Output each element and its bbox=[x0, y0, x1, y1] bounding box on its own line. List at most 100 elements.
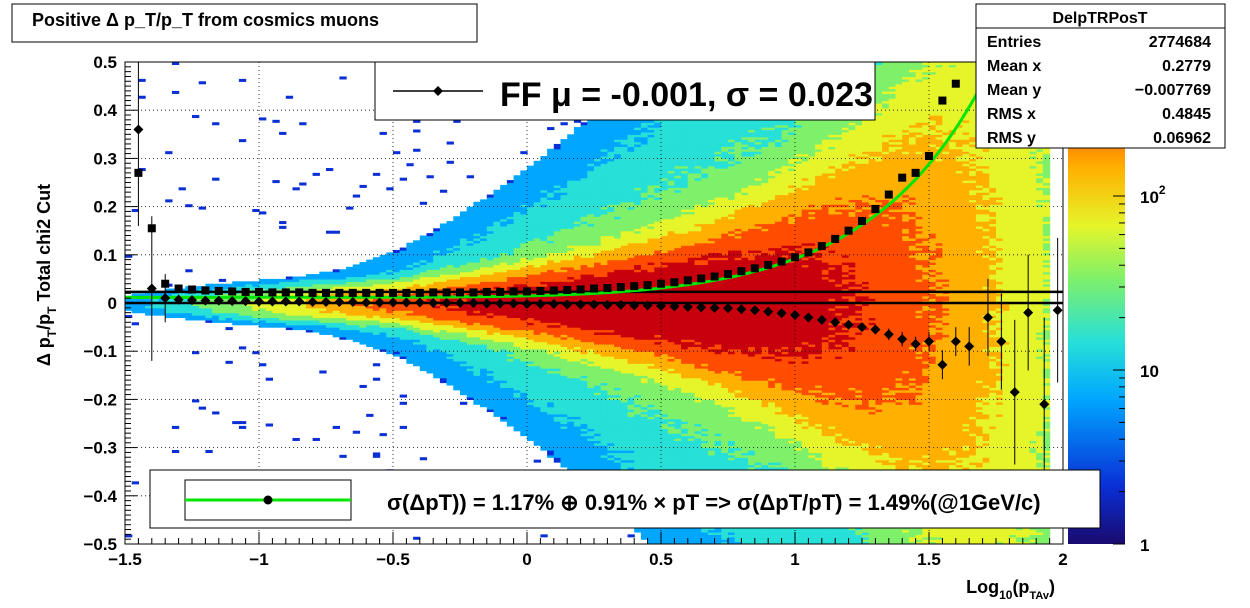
heatmap-cell bbox=[305, 286, 314, 290]
heatmap-cell bbox=[125, 307, 133, 311]
heatmap-cell bbox=[533, 382, 541, 386]
heatmap-cell bbox=[540, 216, 548, 220]
heatmap-cell bbox=[339, 327, 347, 331]
heatmap-cell bbox=[151, 303, 160, 307]
heatmap-cell bbox=[506, 262, 515, 266]
heatmap-cell bbox=[473, 384, 481, 388]
heatmap-cell bbox=[500, 274, 508, 278]
heatmap-cell bbox=[326, 298, 334, 302]
heatmap-cell bbox=[506, 276, 515, 280]
heatmap-cell bbox=[319, 278, 327, 282]
heatmap-cell bbox=[379, 327, 387, 331]
heatmap-cell bbox=[332, 329, 340, 333]
heatmap-cell bbox=[540, 209, 548, 213]
heatmap-cell bbox=[520, 187, 528, 191]
heatmap-cell bbox=[372, 303, 381, 307]
heatmap-cell bbox=[265, 307, 273, 311]
heatmap-cell bbox=[339, 305, 347, 309]
heatmap-cell bbox=[225, 315, 233, 319]
heatmap-cell bbox=[493, 283, 501, 287]
heatmap-cell bbox=[359, 184, 367, 188]
heatmap-cell bbox=[533, 237, 541, 241]
heatmap-cell bbox=[513, 360, 521, 364]
heatmap-cell bbox=[460, 305, 468, 309]
heatmap-cell bbox=[506, 360, 515, 364]
heatmap-cell bbox=[352, 194, 361, 198]
heatmap-cell bbox=[527, 360, 535, 364]
heatmap-cell bbox=[379, 346, 387, 350]
heatmap-cell bbox=[493, 377, 501, 381]
heatmap-cell bbox=[520, 382, 528, 386]
heatmap-cell bbox=[305, 278, 314, 282]
heatmap-cell bbox=[506, 269, 515, 273]
heatmap-cell bbox=[506, 334, 515, 338]
heatmap-cell bbox=[439, 189, 448, 193]
heatmap-cell bbox=[533, 271, 541, 275]
heatmap-cell bbox=[426, 245, 434, 249]
heatmap-cell bbox=[540, 249, 548, 253]
heatmap-cell bbox=[178, 305, 186, 309]
heatmap-cell bbox=[346, 329, 354, 333]
heatmap-cell bbox=[178, 310, 186, 314]
heatmap-cell bbox=[500, 242, 508, 246]
heatmap-cell bbox=[466, 322, 474, 326]
heatmap-cell bbox=[419, 368, 428, 372]
heatmap-cell bbox=[212, 305, 220, 309]
heatmap-cell bbox=[506, 274, 515, 278]
heatmap-cell bbox=[453, 307, 461, 311]
heatmap-cell bbox=[131, 298, 139, 302]
heatmap-cell bbox=[520, 213, 528, 217]
heatmap-cell bbox=[493, 247, 501, 251]
heatmap-cell bbox=[506, 375, 515, 379]
heatmap-cell bbox=[245, 286, 253, 290]
heatmap-cell bbox=[500, 199, 508, 203]
heatmap-cell bbox=[319, 319, 327, 323]
heatmap-cell bbox=[513, 175, 521, 179]
heatmap-cell bbox=[453, 351, 461, 355]
heatmap-cell bbox=[413, 257, 421, 261]
heatmap-cell bbox=[486, 218, 495, 222]
heatmap-cell bbox=[506, 266, 515, 270]
heatmap-cell bbox=[413, 129, 421, 133]
heatmap-cell bbox=[540, 276, 548, 280]
heatmap-cell bbox=[533, 180, 541, 184]
heatmap-cell bbox=[185, 310, 193, 314]
heatmap-cell bbox=[533, 327, 541, 331]
heatmap-cell bbox=[359, 384, 367, 388]
heatmap-cell bbox=[198, 312, 206, 316]
heatmap-cell bbox=[138, 305, 146, 309]
heatmap-cell bbox=[171, 425, 180, 429]
heatmap-cell bbox=[513, 262, 521, 266]
heatmap-cell bbox=[486, 363, 495, 367]
heatmap-cell bbox=[446, 237, 454, 241]
heatmap-cell bbox=[346, 331, 354, 335]
heatmap-cell bbox=[419, 329, 428, 333]
heatmap-cell bbox=[413, 343, 421, 347]
heatmap-cell bbox=[299, 324, 307, 328]
heatmap-cell bbox=[533, 418, 541, 422]
heatmap-cell bbox=[393, 252, 401, 256]
heatmap-cell bbox=[486, 204, 495, 208]
heatmap-cell bbox=[513, 216, 521, 220]
heatmap-cell bbox=[520, 322, 528, 326]
heatmap-cell bbox=[413, 356, 421, 360]
heatmap-cell bbox=[520, 264, 528, 268]
heatmap-cell bbox=[513, 281, 521, 285]
heatmap-cell bbox=[419, 317, 428, 321]
heatmap-cell bbox=[520, 194, 528, 198]
heatmap-cell bbox=[533, 315, 541, 319]
heatmap-cell bbox=[513, 384, 521, 388]
heatmap-cell bbox=[500, 339, 508, 343]
heatmap-cell bbox=[366, 331, 374, 335]
heatmap-cell bbox=[466, 237, 474, 241]
heatmap-cell bbox=[406, 315, 414, 319]
heatmap-cell bbox=[520, 401, 528, 405]
heatmap-cell bbox=[533, 459, 541, 463]
heatmap-cell bbox=[192, 293, 200, 297]
heatmap-cell bbox=[513, 221, 521, 225]
heatmap-cell bbox=[285, 319, 294, 323]
heatmap-cell bbox=[506, 406, 515, 410]
heatmap-cell bbox=[520, 211, 528, 215]
heatmap-cell bbox=[500, 360, 508, 364]
heatmap-cell bbox=[520, 206, 528, 210]
